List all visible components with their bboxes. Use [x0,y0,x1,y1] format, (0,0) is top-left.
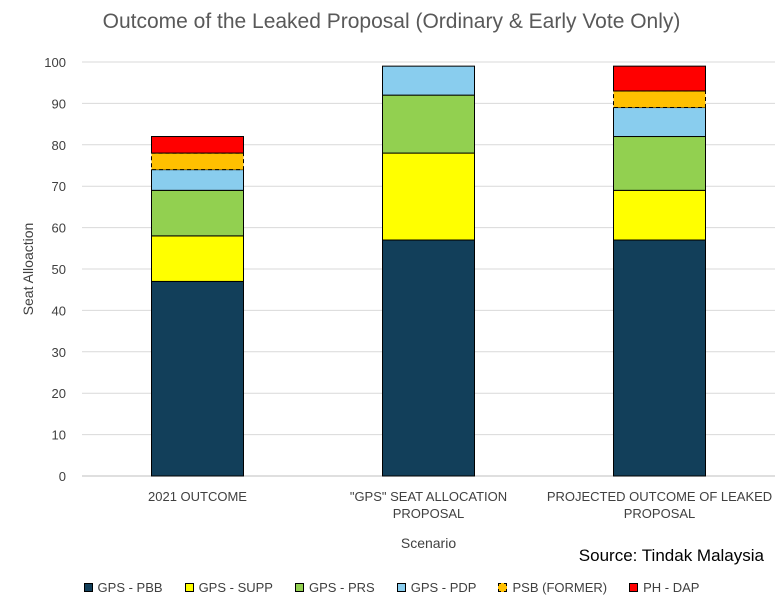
bar-segment [613,65,706,92]
legend-label: GPS - PDP [410,580,477,595]
legend-item: GPS - PDP [396,580,477,595]
legend-label: GPS - PBB [97,580,163,595]
legend-swatch [83,583,93,592]
y-tick-label: 70 [52,179,66,194]
bar-segment [382,239,475,477]
x-category-label: "GPS" SEAT ALLOCATION [350,489,507,504]
x-axis-title: Scenario [401,535,456,551]
y-tick-label: 90 [52,96,66,111]
bar-segment [151,280,244,477]
bar-segment [613,107,706,138]
y-tick-label: 0 [59,469,66,484]
y-tick-label: 10 [52,428,66,443]
y-axis-ticks: 0 10 20 30 40 50 60 70 80 90 100 [44,55,66,484]
legend-swatch [629,583,639,592]
y-tick-label: 30 [52,345,66,360]
bar-segment [382,152,475,241]
bar-segment [613,90,706,109]
legend-item: PH - DAP [629,580,699,595]
source-note: Source: Tindak Malaysia [578,546,764,565]
y-tick-label: 50 [52,262,66,277]
bar-segment [151,189,244,237]
x-category-label: PROPOSAL [624,506,696,521]
bar-segment [613,189,706,241]
legend-label: PSB (FORMER) [512,580,608,595]
x-category-label: PROJECTED OUTCOME OF LEAKED [547,489,772,504]
bar-segment [151,152,244,171]
bar-segment [151,169,244,191]
legend-label: PH - DAP [643,580,700,595]
legend-swatch [294,583,304,592]
legend-item: GPS - PBB [83,580,163,595]
x-category-label: PROPOSAL [393,506,465,521]
y-tick-label: 100 [44,55,66,70]
legend-swatch [184,583,194,592]
bar-segment [151,136,244,154]
legend-item: GPS - SUPP [184,580,273,595]
legend-swatch [396,583,406,592]
chart-title: Outcome of the Leaked Proposal (Ordinary… [102,10,681,33]
y-tick-label: 80 [52,138,66,153]
y-tick-label: 60 [52,221,66,236]
x-category-label: 2021 OUTCOME [148,489,247,504]
bar-segment [613,136,706,191]
y-tick-label: 20 [52,386,66,401]
legend-swatch [498,583,508,592]
legend-label: GPS - SUPP [198,580,273,595]
legend-item: PSB (FORMER) [498,580,607,595]
bar-segment [613,239,706,477]
bar-segment [382,65,475,96]
y-axis-title: Seat Alloaction [20,223,36,316]
legend-item: GPS - PRS [294,580,375,595]
x-axis-categories: 2021 OUTCOME "GPS" SEAT ALLOCATION PROPOSA… [148,489,772,521]
bar-segment [382,94,475,154]
bar-stacks [151,65,706,477]
y-tick-label: 40 [52,303,66,318]
legend: GPS - PBB GPS - SUPP GPS - PRS GPS - PDP PSB… [0,580,783,595]
bar-segment [151,235,244,282]
legend-label: GPS - PRS [308,580,375,595]
